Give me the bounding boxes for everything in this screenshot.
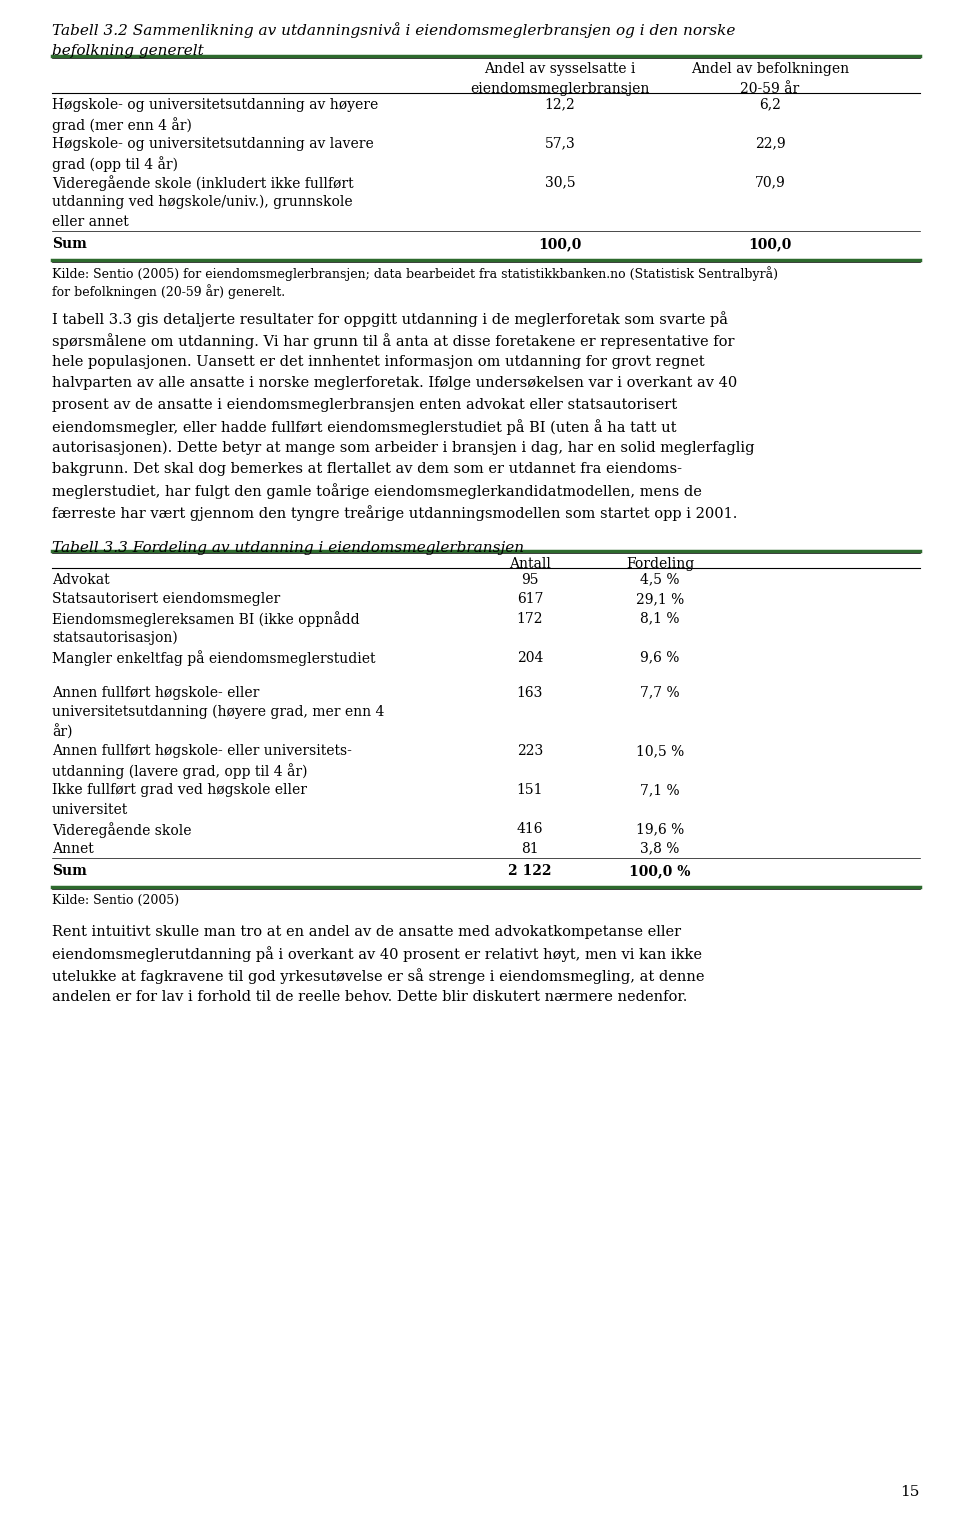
Text: Annen fullført høgskole- eller universitets-: Annen fullført høgskole- eller universit… — [52, 743, 352, 758]
Text: 22,9: 22,9 — [755, 137, 785, 150]
Text: Andel av sysselsatte i: Andel av sysselsatte i — [484, 62, 636, 76]
Text: 57,3: 57,3 — [544, 137, 575, 150]
Text: 19,6 %: 19,6 % — [636, 822, 684, 836]
Text: 7,7 %: 7,7 % — [640, 686, 680, 699]
Text: 12,2: 12,2 — [544, 97, 575, 112]
Text: Ikke fullført grad ved høgskole eller: Ikke fullført grad ved høgskole eller — [52, 783, 307, 796]
Text: Advokat: Advokat — [52, 572, 109, 587]
Text: Rent intuitivt skulle man tro at en andel av de ansatte med advokatkompetanse el: Rent intuitivt skulle man tro at en ande… — [52, 925, 682, 939]
Text: 151: 151 — [516, 783, 543, 796]
Text: Videregående skole (inkludert ikke fullført: Videregående skole (inkludert ikke fullf… — [52, 176, 353, 191]
Text: utdanning ved høgskole/univ.), grunnskole: utdanning ved høgskole/univ.), grunnskol… — [52, 196, 352, 209]
Text: Sum: Sum — [52, 237, 86, 250]
Text: 81: 81 — [521, 842, 539, 856]
Text: 617: 617 — [516, 592, 543, 605]
Text: Fordeling: Fordeling — [626, 557, 694, 570]
Text: 29,1 %: 29,1 % — [636, 592, 684, 605]
Text: Mangler enkeltfag på eiendomsmeglerstudiet: Mangler enkeltfag på eiendomsmeglerstudi… — [52, 651, 375, 666]
Text: 30,5: 30,5 — [544, 176, 575, 190]
Text: 172: 172 — [516, 611, 543, 625]
Text: Annen fullført høgskole- eller: Annen fullført høgskole- eller — [52, 686, 259, 699]
Text: eiendomsmeglerbransjen: eiendomsmeglerbransjen — [470, 82, 650, 96]
Text: 100,0: 100,0 — [748, 237, 792, 250]
Text: bakgrunn. Det skal dog bemerkes at flertallet av dem som er utdannet fra eiendom: bakgrunn. Det skal dog bemerkes at flert… — [52, 463, 682, 476]
Text: 15: 15 — [900, 1485, 920, 1499]
Text: Høgskole- og universitetsutdanning av høyere: Høgskole- og universitetsutdanning av hø… — [52, 97, 378, 112]
Text: Andel av befolkningen: Andel av befolkningen — [691, 62, 849, 76]
Text: Antall: Antall — [509, 557, 551, 570]
Text: 100,0: 100,0 — [539, 237, 582, 250]
Text: 7,1 %: 7,1 % — [640, 783, 680, 796]
Text: universitetsutdanning (høyere grad, mer enn 4: universitetsutdanning (høyere grad, mer … — [52, 705, 384, 719]
Text: 163: 163 — [516, 686, 543, 699]
Text: 2 122: 2 122 — [508, 865, 552, 878]
Text: Tabell 3.3 Fordeling av utdanning i eiendomsmeglerbransjen: Tabell 3.3 Fordeling av utdanning i eien… — [52, 540, 524, 555]
Text: Eiendomsmeglereksamen BI (ikke oppnådd: Eiendomsmeglereksamen BI (ikke oppnådd — [52, 611, 360, 628]
Text: statsautorisasjon): statsautorisasjon) — [52, 631, 178, 645]
Text: 223: 223 — [516, 743, 543, 758]
Text: befolkning generelt: befolkning generelt — [52, 44, 204, 58]
Text: grad (mer enn 4 år): grad (mer enn 4 år) — [52, 117, 192, 133]
Text: 4,5 %: 4,5 % — [640, 572, 680, 587]
Text: 3,8 %: 3,8 % — [640, 842, 680, 856]
Text: for befolkningen (20-59 år) generelt.: for befolkningen (20-59 år) generelt. — [52, 284, 285, 299]
Text: 416: 416 — [516, 822, 543, 836]
Text: utelukke at fagkravene til god yrkesutøvelse er så strenge i eiendomsmegling, at: utelukke at fagkravene til god yrkesutøv… — [52, 968, 705, 985]
Text: Tabell 3.2 Sammenlikning av utdanningsnivå i eiendomsmeglerbransjen og i den nor: Tabell 3.2 Sammenlikning av utdanningsni… — [52, 23, 735, 38]
Text: 95: 95 — [521, 572, 539, 587]
Text: autorisasjonen). Dette betyr at mange som arbeider i bransjen i dag, har en soli: autorisasjonen). Dette betyr at mange so… — [52, 440, 755, 455]
Text: andelen er for lav i forhold til de reelle behov. Dette blir diskutert nærmere n: andelen er for lav i forhold til de reel… — [52, 989, 687, 1004]
Text: Videregående skole: Videregående skole — [52, 822, 191, 837]
Text: I tabell 3.3 gis detaljerte resultater for oppgitt utdanning i de meglerforetak : I tabell 3.3 gis detaljerte resultater f… — [52, 311, 728, 328]
Text: 204: 204 — [516, 651, 543, 664]
Text: Annet: Annet — [52, 842, 94, 856]
Text: eiendomsmeglerutdanning på i overkant av 40 prosent er relativt høyt, men vi kan: eiendomsmeglerutdanning på i overkant av… — [52, 947, 702, 962]
Text: eller annet: eller annet — [52, 214, 129, 229]
Text: Kilde: Sentio (2005) for eiendomsmeglerbransjen; data bearbeidet fra statistikkb: Kilde: Sentio (2005) for eiendomsmeglerb… — [52, 267, 778, 281]
Text: halvparten av alle ansatte i norske meglerforetak. Ifølge undersøkelsen var i ov: halvparten av alle ansatte i norske megl… — [52, 376, 737, 390]
Text: år): år) — [52, 725, 73, 740]
Text: grad (opp til 4 år): grad (opp til 4 år) — [52, 156, 178, 171]
Text: færreste har vært gjennom den tyngre treårige utdanningsmodellen som startet opp: færreste har vært gjennom den tyngre tre… — [52, 505, 737, 520]
Text: 6,2: 6,2 — [759, 97, 780, 112]
Text: prosent av de ansatte i eiendomsmeglerbransjen enten advokat eller statsautorise: prosent av de ansatte i eiendomsmeglerbr… — [52, 397, 677, 411]
Text: 100,0 %: 100,0 % — [629, 865, 691, 878]
Text: universitet: universitet — [52, 802, 129, 816]
Text: Statsautorisert eiendomsmegler: Statsautorisert eiendomsmegler — [52, 592, 280, 605]
Text: 20-59 år: 20-59 år — [740, 82, 800, 96]
Text: 9,6 %: 9,6 % — [640, 651, 680, 664]
Text: 10,5 %: 10,5 % — [636, 743, 684, 758]
Text: spørsmålene om utdanning. Vi har grunn til å anta at disse foretakene er represe: spørsmålene om utdanning. Vi har grunn t… — [52, 334, 734, 349]
Text: 8,1 %: 8,1 % — [640, 611, 680, 625]
Text: 70,9: 70,9 — [755, 176, 785, 190]
Text: Kilde: Sentio (2005): Kilde: Sentio (2005) — [52, 894, 180, 907]
Text: hele populasjonen. Uansett er det innhentet informasjon om utdanning for grovt r: hele populasjonen. Uansett er det innhen… — [52, 355, 705, 369]
Text: utdanning (lavere grad, opp til 4 år): utdanning (lavere grad, opp til 4 år) — [52, 763, 307, 780]
Text: meglerstudiet, har fulgt den gamle toårige eiendomsmeglerkandidatmodellen, mens : meglerstudiet, har fulgt den gamle toåri… — [52, 484, 702, 499]
Text: Sum: Sum — [52, 865, 86, 878]
Text: Høgskole- og universitetsutdanning av lavere: Høgskole- og universitetsutdanning av la… — [52, 137, 373, 150]
Text: eiendomsmegler, eller hadde fullført eiendomsmeglerstudiet på BI (uten å ha tatt: eiendomsmegler, eller hadde fullført eie… — [52, 419, 677, 435]
